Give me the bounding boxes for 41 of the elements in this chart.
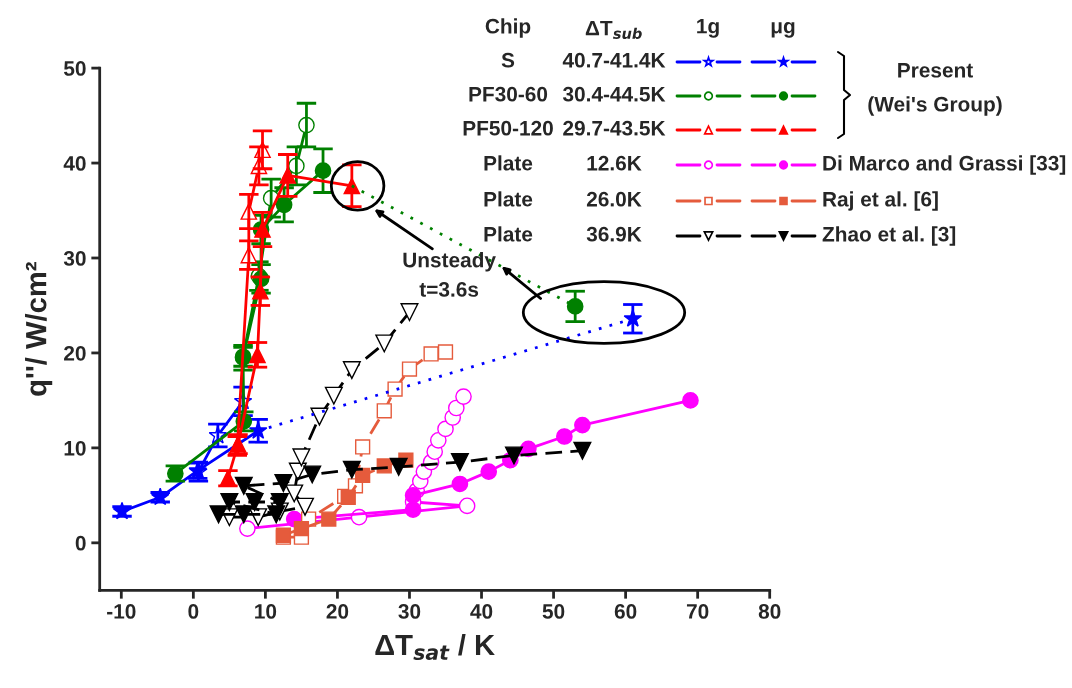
x-tick-label: -10 [107, 604, 136, 619]
annotation: t=3.6s [419, 282, 479, 297]
x-tick-label: 70 [686, 604, 709, 619]
text: Di Marco and Grassi [33] [823, 155, 1066, 175]
text: μg [771, 22, 795, 38]
annotation: Plate [484, 191, 533, 207]
y-tick-label: 10 [64, 440, 86, 456]
y-tick-label: 50 [63, 61, 86, 76]
text: Present [898, 63, 973, 78]
text: 40.7-41.4K [562, 52, 666, 68]
text: Chip [485, 18, 531, 38]
annotation: Plate [484, 155, 533, 171]
x-tick-label: 30 [398, 604, 421, 619]
text: (Wei's Group) [868, 96, 1002, 116]
annotation: PF50-120 [463, 120, 553, 136]
annotation: 30.4-44.5K [562, 86, 666, 102]
y-tick-label: 40 [63, 156, 86, 171]
y-tick-label: 0 [75, 535, 86, 551]
text: ΔT$_{sub}$ [585, 21, 642, 39]
text: Zhao et al. [3] [822, 226, 956, 246]
y-axis-title: q''/ W/cm² [25, 262, 53, 396]
x-axis-title: ΔT$_{sat}$ / K [375, 633, 495, 661]
annotation: 36.9K [586, 226, 642, 242]
text: 1g [697, 18, 719, 38]
annotation: 12.6K [587, 155, 642, 171]
annotation: Unsteady [403, 252, 496, 272]
annotation: 26.0K [586, 191, 642, 207]
annotation: PF30-60 [469, 86, 548, 102]
x-tick-label: 50 [542, 604, 565, 619]
x-tick-label: 0 [188, 604, 199, 619]
text: Raj et al. [6] [823, 191, 938, 211]
y-tick-label: 30 [63, 251, 86, 266]
annotation: Plate [484, 226, 533, 242]
x-tick-label: 40 [470, 604, 493, 619]
x-tick-label: 80 [758, 604, 781, 619]
text: S [501, 52, 515, 68]
x-tick-label: 20 [326, 604, 349, 619]
annotation: 29.7-43.5K [563, 120, 666, 136]
x-tick-label: 60 [614, 604, 637, 619]
x-tick-label: 10 [255, 604, 277, 619]
y-tick-label: 20 [64, 345, 86, 361]
